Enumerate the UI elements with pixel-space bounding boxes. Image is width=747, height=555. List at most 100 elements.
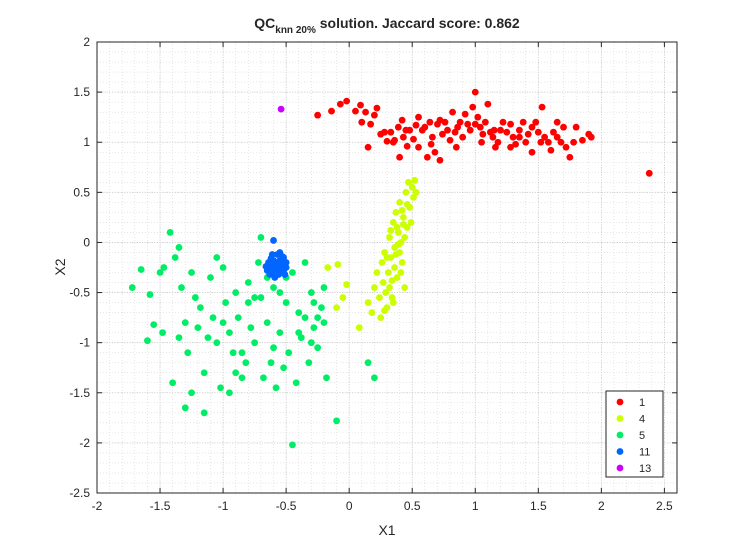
point-cluster-5 <box>159 329 166 337</box>
x-tick-label: 0.5 <box>404 499 421 513</box>
point-cluster-1 <box>528 148 536 156</box>
point-cluster-1 <box>507 120 514 128</box>
point-cluster-4 <box>333 304 340 311</box>
point-cluster-1 <box>550 128 557 136</box>
point-cluster-5 <box>257 234 265 241</box>
point-cluster-5 <box>181 404 189 412</box>
point-cluster-1 <box>452 143 460 151</box>
point-cluster-5 <box>364 359 372 367</box>
point-cluster-5 <box>370 374 378 382</box>
point-cluster-4 <box>334 261 342 268</box>
y-tick-label: -1.5 <box>69 386 90 400</box>
point-cluster-1 <box>454 123 462 131</box>
point-cluster-5 <box>194 324 202 332</box>
point-cluster-1 <box>479 130 487 138</box>
point-cluster-5 <box>323 374 330 382</box>
point-cluster-4 <box>392 208 400 216</box>
point-cluster-5 <box>166 229 174 236</box>
point-cluster-5 <box>217 384 224 392</box>
point-cluster-13 <box>277 105 285 113</box>
point-cluster-5 <box>320 319 328 327</box>
point-cluster-4 <box>412 188 420 196</box>
point-cluster-1 <box>426 118 434 126</box>
point-cluster-1 <box>507 143 514 151</box>
point-cluster-4 <box>401 284 409 291</box>
point-cluster-1 <box>538 103 546 111</box>
point-cluster-4 <box>401 234 409 241</box>
point-cluster-1 <box>524 130 532 138</box>
point-cluster-1 <box>402 126 410 134</box>
point-cluster-5 <box>270 284 277 291</box>
point-cluster-5 <box>169 379 177 387</box>
legend-label-4: 4 <box>639 414 645 426</box>
point-cluster-1 <box>476 123 484 131</box>
point-cluster-1 <box>515 133 523 141</box>
title-rest: solution. Jaccard score: 0.862 <box>316 15 520 31</box>
x-tick-label: -1.5 <box>150 499 171 513</box>
point-cluster-1 <box>484 100 492 108</box>
y-tick-label: 0 <box>83 235 90 249</box>
point-cluster-5 <box>318 304 325 311</box>
point-cluster-11 <box>262 263 270 270</box>
legend-label-5: 5 <box>639 430 645 442</box>
point-cluster-4 <box>381 249 388 256</box>
point-cluster-1 <box>464 120 472 128</box>
point-cluster-1 <box>427 140 435 148</box>
point-cluster-1 <box>421 123 429 131</box>
point-cluster-1 <box>532 118 540 126</box>
y-tick-label: -0.5 <box>69 286 90 300</box>
y-tick-label: -2 <box>79 436 90 450</box>
point-cluster-5 <box>178 284 185 291</box>
legend-marker-11 <box>616 448 624 455</box>
point-cluster-4 <box>324 264 332 271</box>
point-cluster-1 <box>494 138 502 146</box>
point-cluster-1 <box>328 107 335 115</box>
point-cluster-1 <box>403 142 411 150</box>
point-cluster-4 <box>403 200 411 208</box>
point-cluster-4 <box>410 193 417 201</box>
point-cluster-5 <box>191 294 199 301</box>
point-cluster-5 <box>285 349 293 357</box>
point-cluster-1 <box>579 136 586 144</box>
point-cluster-1 <box>515 126 523 134</box>
point-cluster-1 <box>534 128 542 136</box>
point-cluster-5 <box>200 409 208 417</box>
x-tick-label: 1.5 <box>530 499 547 513</box>
point-cluster-5 <box>333 417 340 425</box>
point-cluster-1 <box>336 100 344 108</box>
y-tick-label: 1 <box>83 135 90 149</box>
point-cluster-1 <box>466 126 474 134</box>
point-cluster-1 <box>399 133 407 141</box>
point-cluster-5 <box>171 254 179 261</box>
point-cluster-4 <box>377 314 385 322</box>
point-cluster-5 <box>232 289 240 296</box>
point-cluster-4 <box>384 269 392 276</box>
point-cluster-1 <box>364 143 372 151</box>
point-cluster-4 <box>399 213 407 221</box>
point-cluster-1 <box>352 107 359 115</box>
point-cluster-4 <box>394 241 402 248</box>
point-cluster-1 <box>314 111 322 119</box>
point-cluster-5 <box>200 369 208 377</box>
point-cluster-5 <box>257 294 265 301</box>
point-cluster-5 <box>320 284 328 291</box>
y-axis-label: X2 <box>52 258 68 275</box>
point-cluster-4 <box>379 279 387 286</box>
point-cluster-11 <box>273 265 281 272</box>
point-cluster-5 <box>137 266 145 273</box>
point-cluster-4 <box>373 269 381 276</box>
chart-title: QCknn 20% solution. Jaccard score: 0.862 <box>254 15 520 36</box>
point-cluster-5 <box>267 359 275 367</box>
point-cluster-1 <box>357 101 364 109</box>
point-cluster-5 <box>270 344 277 352</box>
point-cluster-5 <box>238 374 246 382</box>
legend-label-11: 11 <box>639 447 650 459</box>
point-cluster-5 <box>242 359 250 367</box>
point-cluster-5 <box>244 299 252 306</box>
point-cluster-4 <box>389 219 397 226</box>
point-cluster-5 <box>295 329 303 337</box>
point-cluster-5 <box>184 349 192 357</box>
point-cluster-5 <box>247 324 255 332</box>
point-cluster-5 <box>232 369 240 377</box>
point-cluster-1 <box>497 126 504 134</box>
